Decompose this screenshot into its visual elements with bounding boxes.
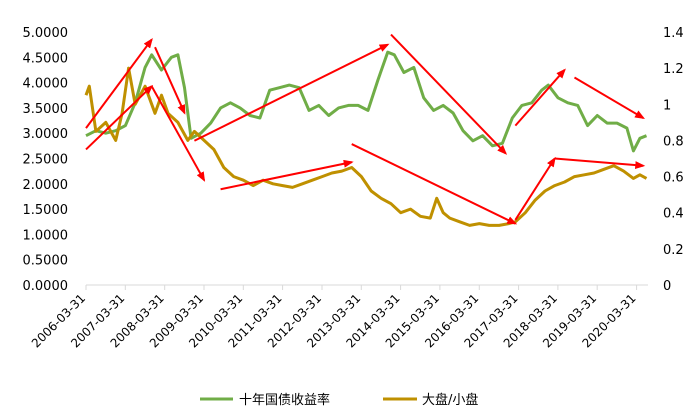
series-line-1	[84, 66, 648, 227]
trend-arrow-3	[390, 33, 508, 155]
x-axis: 2006-03-312007-03-312008-03-312009-03-31…	[29, 285, 639, 350]
trend-arrow-8	[220, 159, 354, 191]
y-right-tick-label: 0.4	[663, 207, 684, 222]
y-left-tick-label: 4.5000	[23, 51, 69, 66]
legend-label-series-0: 十年国债收益率	[239, 392, 330, 408]
y-right-tick-label: 0	[663, 279, 671, 294]
y-right-tick-label: 1.4	[663, 26, 684, 41]
series-layer	[84, 50, 648, 227]
trend-arrow-11	[554, 157, 646, 170]
y-right-tick-label: 0.8	[663, 134, 684, 149]
series-line-0	[85, 50, 648, 153]
y-right-tick-label: 0.6	[663, 171, 684, 186]
y-left-tick-label: 3.0000	[23, 127, 69, 142]
y-left-tick-label: 4.0000	[23, 77, 69, 92]
legend-label-series-1: 大盘/小盘	[422, 392, 478, 408]
y-left-tick-label: 0.0000	[23, 279, 69, 294]
y-left-tick-label: 3.5000	[23, 102, 69, 117]
trend-arrows	[85, 33, 646, 225]
trend-arrow-6	[85, 84, 154, 151]
y-left-tick-label: 1.0000	[23, 228, 69, 243]
y-left-tick-label: 1.5000	[23, 203, 69, 218]
y-right-tick-label: 1	[663, 98, 671, 113]
trend-arrow-10	[514, 156, 556, 221]
trend-arrow-9	[351, 143, 518, 225]
y-right-axis: 0 0.2 0.4 0.6 0.8 1 1.2 1.4	[663, 26, 684, 294]
trend-arrow-4	[514, 68, 566, 127]
y-left-tick-label: 2.0000	[23, 178, 69, 193]
trend-arrow-1	[154, 46, 186, 115]
y-right-tick-label: 0.2	[663, 243, 684, 258]
trend-arrow-2	[193, 43, 390, 142]
trend-arrow-5	[573, 76, 645, 120]
trend-arrow-7	[150, 85, 206, 182]
y-left-tick-label: 2.5000	[23, 153, 69, 168]
y-left-tick-label: 5.0000	[23, 26, 69, 41]
y-left-tick-label: 0.5000	[23, 254, 69, 269]
legend: 十年国债收益率 大盘/小盘	[200, 392, 478, 408]
trend-arrow-0	[85, 37, 153, 129]
y-left-axis: 0.0000 0.5000 1.0000 1.5000 2.0000 2.5000 3.00…	[23, 26, 69, 294]
y-right-tick-label: 1.2	[663, 62, 684, 77]
